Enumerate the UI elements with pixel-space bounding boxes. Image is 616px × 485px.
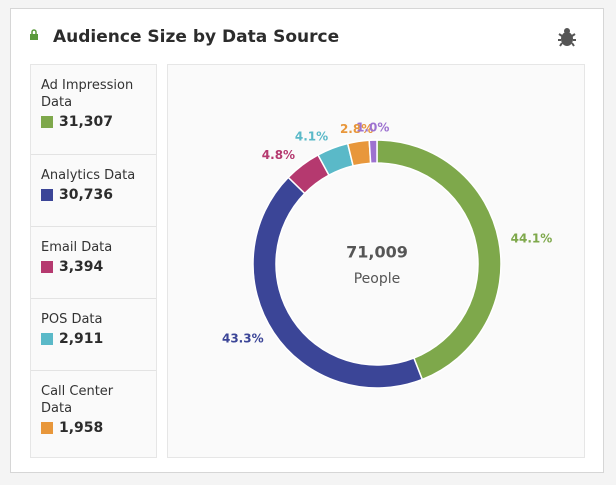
legend-swatch bbox=[41, 333, 53, 345]
donut-slice bbox=[368, 139, 378, 164]
slice-label: 2.8% bbox=[340, 122, 373, 136]
slice-label: 1.0% bbox=[356, 121, 389, 135]
legend-item: Ad Impression Data 31,307 bbox=[31, 65, 156, 155]
legend-swatch bbox=[41, 189, 53, 201]
legend-label: Ad Impression Data bbox=[41, 78, 134, 110]
legend-count: 31,307 bbox=[59, 114, 114, 130]
card: Audience Size by Data Source Ad Impressi… bbox=[10, 8, 604, 473]
legend-item: Email Data 3,394 bbox=[31, 227, 156, 299]
slice-label: 4.8% bbox=[262, 148, 295, 162]
legend-label: Analytics Data bbox=[41, 168, 136, 183]
legend-item: Call Center Data 1,958 bbox=[31, 371, 156, 457]
lock-icon bbox=[30, 29, 38, 40]
legend-count-row: 3,394 bbox=[41, 259, 146, 275]
center-label: People bbox=[354, 271, 401, 287]
legend-swatch bbox=[41, 261, 53, 273]
legend-count: 3,394 bbox=[59, 259, 104, 275]
legend-count-row: 31,307 bbox=[41, 114, 146, 130]
legend-item: POS Data 2,911 bbox=[31, 299, 156, 371]
slice-label: 43.3% bbox=[222, 332, 264, 346]
legend-count-row: 1,958 bbox=[41, 420, 146, 436]
legend-item: Analytics Data 30,736 bbox=[31, 155, 156, 227]
center-value: 71,009 bbox=[346, 243, 408, 262]
debug-icon[interactable] bbox=[556, 26, 578, 48]
legend-count-row: 2,911 bbox=[41, 331, 146, 347]
legend-count: 30,736 bbox=[59, 187, 114, 203]
legend-count-row: 30,736 bbox=[41, 187, 146, 203]
legend-swatch bbox=[41, 422, 53, 434]
legend-swatch bbox=[41, 116, 53, 128]
legend-label: POS Data bbox=[41, 312, 103, 327]
legend-label: Call Center Data bbox=[41, 384, 114, 416]
legend: Ad Impression Data 31,307 Analytics Data 30… bbox=[30, 64, 157, 458]
chart-title: Audience Size by Data Source bbox=[53, 27, 340, 47]
legend-label: Email Data bbox=[41, 240, 113, 255]
slice-label: 44.1% bbox=[511, 231, 553, 245]
chart: 44.1% 43.3% 4.8%4.1% 2.8%1.0% 71,009 People bbox=[222, 121, 553, 389]
legend-count: 2,911 bbox=[59, 331, 104, 347]
slice-label: 4.1% bbox=[295, 130, 328, 144]
legend-count: 1,958 bbox=[59, 420, 104, 436]
plot-area: 44.1% 43.3% 4.8% 4.1% 2.8% 1.0% 71,009 People bbox=[167, 64, 585, 458]
